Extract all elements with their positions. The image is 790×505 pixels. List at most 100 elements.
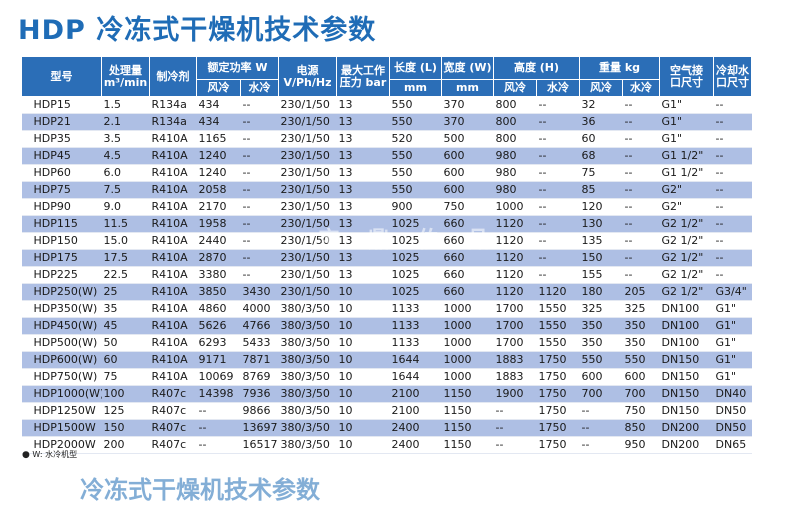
table-cell: R410A bbox=[149, 147, 197, 165]
table-cell: 13 bbox=[336, 215, 390, 233]
table-cell: 2058 bbox=[196, 181, 241, 199]
table-cell: 1700 bbox=[493, 300, 537, 318]
table-cell: 10 bbox=[336, 351, 390, 369]
header-cooling-connection-line1: 冷却水 bbox=[716, 63, 749, 77]
table-cell: 700 bbox=[579, 385, 623, 403]
table-cell: 205 bbox=[622, 283, 660, 301]
table-cell: 3.5 bbox=[101, 130, 150, 148]
table-cell: -- bbox=[240, 96, 279, 114]
table-cell: 1150 bbox=[441, 385, 494, 403]
table-cell: DN200 bbox=[659, 419, 714, 437]
table-cell: 1150 bbox=[441, 436, 494, 454]
table-cell: HDP250(W) bbox=[21, 283, 102, 301]
table-cell: 550 bbox=[389, 147, 442, 165]
table-cell: 1150 bbox=[441, 419, 494, 437]
table-cell: 600 bbox=[622, 368, 660, 386]
table-cell: G1" bbox=[713, 334, 752, 352]
table-cell: 1240 bbox=[196, 147, 241, 165]
table-cell: 17.5 bbox=[101, 249, 150, 267]
table-cell: 600 bbox=[441, 181, 494, 199]
table-cell: -- bbox=[622, 96, 660, 114]
table-cell: R410A bbox=[149, 283, 197, 301]
table-cell: -- bbox=[240, 130, 279, 148]
table-cell: 1025 bbox=[389, 283, 442, 301]
table-cell: 68 bbox=[579, 147, 623, 165]
table-cell: G1 1/2" bbox=[659, 164, 714, 182]
table-row: HDP250(W) 25 R410A 3850 3430 230/1/50 10 1025 66… bbox=[21, 283, 752, 301]
table-cell: 1750 bbox=[536, 368, 580, 386]
header-weight-air: 风冷 bbox=[579, 79, 623, 97]
table-cell: 9866 bbox=[240, 402, 279, 420]
table-cell: 13 bbox=[336, 266, 390, 284]
table-cell: -- bbox=[196, 436, 241, 454]
table-cell: 1120 bbox=[493, 283, 537, 301]
table-cell: 5626 bbox=[196, 317, 241, 335]
table-cell: G3/4" bbox=[713, 283, 752, 301]
header-pressure: 最大工作 压力 bar bbox=[336, 56, 390, 97]
table-cell: 10 bbox=[336, 402, 390, 420]
table-cell: 13 bbox=[336, 164, 390, 182]
table-cell: 380/3/50 bbox=[278, 368, 337, 386]
table-cell: -- bbox=[713, 215, 752, 233]
table-cell: 10 bbox=[336, 334, 390, 352]
table-cell: -- bbox=[713, 232, 752, 250]
table-cell: 1.5 bbox=[101, 96, 150, 114]
table-cell: HDP600(W) bbox=[21, 351, 102, 369]
table-cell: 4000 bbox=[240, 300, 279, 318]
table-cell: DN100 bbox=[659, 300, 714, 318]
table-cell: 16517 bbox=[240, 436, 279, 454]
table-cell: 370 bbox=[441, 96, 494, 114]
table-cell: 4766 bbox=[240, 317, 279, 335]
table-row: HDP450(W) 45 R410A 5626 4766 380/3/50 10 1133 10… bbox=[21, 317, 752, 335]
table-cell: 36 bbox=[579, 113, 623, 131]
header-power-air: 风冷 bbox=[196, 79, 241, 97]
table-cell: -- bbox=[196, 402, 241, 420]
header-width: 宽度 (W) bbox=[441, 56, 494, 80]
table-cell: R410A bbox=[149, 317, 197, 335]
table-cell: R407c bbox=[149, 402, 197, 420]
table-cell: 1133 bbox=[389, 334, 442, 352]
table-cell: 6293 bbox=[196, 334, 241, 352]
table-cell: -- bbox=[622, 266, 660, 284]
table-cell: -- bbox=[536, 164, 580, 182]
table-cell: HDP150 bbox=[21, 232, 102, 250]
table-cell: 500 bbox=[441, 130, 494, 148]
table-cell: 75 bbox=[579, 164, 623, 182]
table-cell: R410A bbox=[149, 249, 197, 267]
table-cell: G2 1/2" bbox=[659, 249, 714, 267]
table-cell: R134a bbox=[149, 113, 197, 131]
table-cell: HDP1500W bbox=[21, 419, 102, 437]
table-cell: 1133 bbox=[389, 300, 442, 318]
table-cell: 230/1/50 bbox=[278, 130, 337, 148]
table-cell: -- bbox=[240, 232, 279, 250]
table-cell: 11.5 bbox=[101, 215, 150, 233]
header-voltage-unit: V/Ph/Hz bbox=[283, 75, 332, 89]
table-cell: -- bbox=[713, 130, 752, 148]
table-cell: 13 bbox=[336, 96, 390, 114]
table-cell: 750 bbox=[441, 198, 494, 216]
table-cell: DN65 bbox=[713, 436, 752, 454]
table-row: HDP500(W) 50 R410A 6293 5433 380/3/50 10 1133 10… bbox=[21, 334, 752, 352]
table-cell: R410A bbox=[149, 198, 197, 216]
table-row: HDP75 7.5 R410A 2058 -- 230/1/50 13 550 600 980 --… bbox=[21, 181, 752, 199]
table-cell: 1750 bbox=[536, 385, 580, 403]
table-cell: R410A bbox=[149, 368, 197, 386]
table-cell: 1120 bbox=[493, 249, 537, 267]
table-row: HDP1500W 150 R407c -- 13697 380/3/50 10 2400 115… bbox=[21, 419, 752, 437]
table-cell: -- bbox=[536, 249, 580, 267]
table-cell: 1120 bbox=[493, 215, 537, 233]
table-cell: -- bbox=[713, 113, 752, 131]
table-cell: 10 bbox=[336, 368, 390, 386]
table-row: HDP225 22.5 R410A 3380 -- 230/1/50 13 1025 660 11… bbox=[21, 266, 752, 284]
table-cell: HDP450(W) bbox=[21, 317, 102, 335]
table-cell: 200 bbox=[101, 436, 150, 454]
table-cell: 350 bbox=[622, 334, 660, 352]
table-cell: 10 bbox=[336, 385, 390, 403]
table-row: HDP21 2.1 R134a 434 -- 230/1/50 13 550 370 800 -- 3… bbox=[21, 113, 752, 131]
table-cell: -- bbox=[536, 147, 580, 165]
table-cell: 380/3/50 bbox=[278, 334, 337, 352]
table-cell: 350 bbox=[622, 317, 660, 335]
table-cell: 13697 bbox=[240, 419, 279, 437]
table-cell: 1750 bbox=[536, 402, 580, 420]
table-cell: 600 bbox=[579, 368, 623, 386]
